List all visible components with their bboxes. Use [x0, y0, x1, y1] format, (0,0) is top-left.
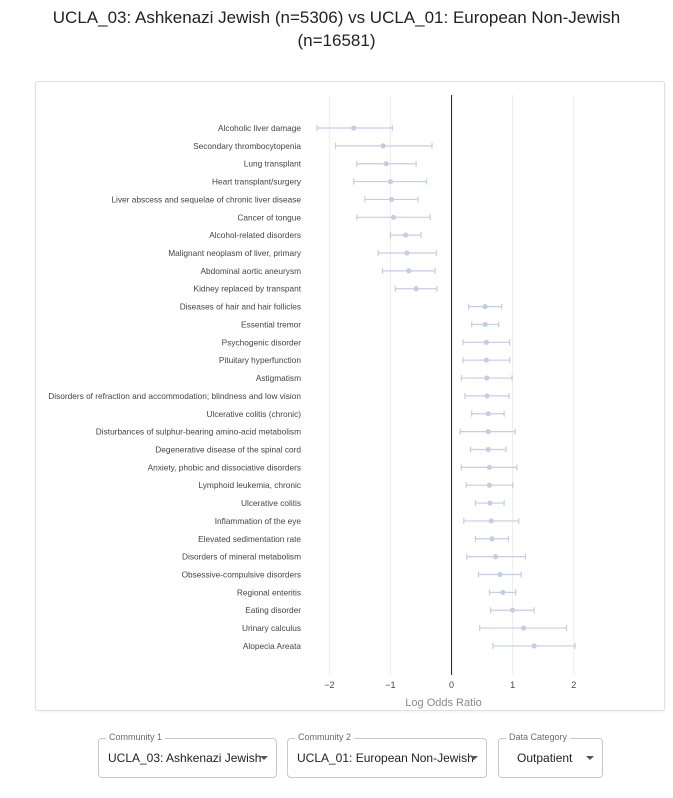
estimate-point — [487, 500, 493, 506]
community1-select-label: Community 1 — [106, 732, 166, 742]
estimate-point — [390, 214, 397, 220]
estimate-point — [500, 589, 506, 595]
estimate-point — [404, 250, 410, 256]
estimate-point — [351, 125, 357, 131]
category-label: Alcoholic liver damage — [218, 123, 301, 133]
category-label: Heart transplant/surgery — [212, 177, 302, 187]
community1-select-value: UCLA_03: Ashkenazi Jewish — [108, 751, 262, 765]
category-label: Kidney replaced by transpant — [194, 284, 302, 294]
category-label: Disorders of mineral metabolism — [182, 552, 301, 562]
forest-plot: −2 −1 0 1 2 Alcoholic liver damage Secondary t… — [48, 95, 576, 709]
chart-title: UCLA_03: Ashkenazi Jewish (n=5306) vs UC… — [0, 6, 673, 52]
estimate-point — [387, 178, 394, 185]
category-label: Ulcerative colitis — [241, 498, 301, 508]
category-label: Essential tremor — [241, 319, 301, 329]
estimate-point — [483, 357, 489, 363]
category-label: Lymphoid leukemia, chronic — [198, 480, 301, 490]
category-label: Liver abscess and sequelae of chronic li… — [111, 194, 301, 204]
data-category-select-label: Data Category — [506, 732, 571, 742]
category-label: Alopecia Areata — [243, 641, 302, 651]
x-tick-label: 0 — [449, 680, 454, 690]
chart-title-line1: UCLA_03: Ashkenazi Jewish (n=5306) vs UC… — [52, 8, 621, 27]
estimate-point — [489, 536, 495, 542]
category-label: Disorders of refraction and accommodatio… — [48, 391, 301, 401]
estimate-point — [383, 161, 389, 167]
community1-select[interactable]: Community 1 UCLA_03: Ashkenazi Jewish — [98, 732, 277, 778]
estimate-point — [486, 464, 493, 470]
category-label: Regional enteritis — [237, 587, 301, 597]
estimate-point — [510, 607, 516, 613]
category-label: Obsessive-compulsive disorders — [182, 570, 301, 580]
x-tick-label: 1 — [510, 680, 515, 690]
category-label: Inflammation of the eye — [215, 516, 302, 526]
estimate-point — [484, 375, 490, 381]
x-tick-label: −1 — [385, 680, 395, 690]
estimate-point — [492, 554, 499, 560]
x-axis-label: Log Odds Ratio — [405, 697, 481, 709]
category-label: Anxiety, phobic and dissociative disorde… — [148, 462, 301, 472]
category-label: Urinary calculus — [242, 623, 301, 633]
community2-select-label: Community 2 — [295, 732, 355, 742]
category-label: Astigmatism — [256, 373, 301, 383]
category-label: Psychogenic disorder — [222, 337, 302, 347]
estimate-point — [486, 482, 493, 488]
estimate-point — [521, 625, 527, 631]
category-label: Lung transplant — [244, 159, 302, 169]
category-label: Elevated sedimentation rate — [198, 534, 301, 544]
estimate-point — [485, 411, 491, 417]
estimate-point — [413, 286, 419, 292]
chevron-down-icon — [260, 756, 268, 760]
community2-select[interactable]: Community 2 UCLA_01: European Non-Jewish — [287, 732, 487, 778]
category-label: Abdominal aortic aneurysm — [200, 266, 301, 276]
community2-select-value: UCLA_01: European Non-Jewish — [297, 751, 474, 765]
data-category-select-value: Outpatient — [517, 751, 573, 765]
estimate-point — [484, 393, 490, 399]
estimate-point — [497, 571, 503, 578]
estimate-point — [389, 196, 395, 203]
category-label: Disturbances of sulphur-bearing amino-ac… — [96, 427, 301, 437]
estimate-point — [482, 304, 488, 310]
estimate-point — [485, 446, 491, 453]
category-label: Ulcerative colitis (chronic) — [206, 409, 301, 419]
estimate-point — [482, 321, 488, 328]
estimate-point — [380, 143, 386, 149]
category-label: Pituitary hyperfunction — [219, 355, 301, 365]
estimate-point — [531, 643, 537, 649]
category-label: Diseases of hair and hair follicles — [180, 302, 301, 312]
chart-title-line2: (n=16581) — [297, 31, 376, 50]
x-tick-label: 2 — [571, 680, 576, 690]
estimate-point — [403, 232, 409, 238]
chevron-down-icon — [470, 756, 478, 760]
category-label: Secondary thrombocytopenia — [193, 141, 301, 151]
estimate-point — [483, 339, 489, 345]
category-label: Alcohol-related disorders — [209, 230, 301, 240]
x-tick-label: −2 — [324, 680, 334, 690]
chevron-down-icon — [586, 756, 594, 760]
category-label: Malignant neoplasm of liver, primary — [168, 248, 302, 258]
chart-card: −2 −1 0 1 2 Alcoholic liver damage Secondary t… — [35, 81, 665, 711]
category-label: Degenerative disease of the spinal cord — [155, 444, 301, 454]
estimate-point — [485, 429, 491, 435]
estimate-point — [406, 268, 412, 274]
estimate-point — [488, 518, 494, 524]
category-label: Eating disorder — [245, 605, 301, 615]
data-category-select[interactable]: Data Category Outpatient — [498, 732, 603, 778]
category-label: Cancer of tongue — [237, 212, 301, 222]
